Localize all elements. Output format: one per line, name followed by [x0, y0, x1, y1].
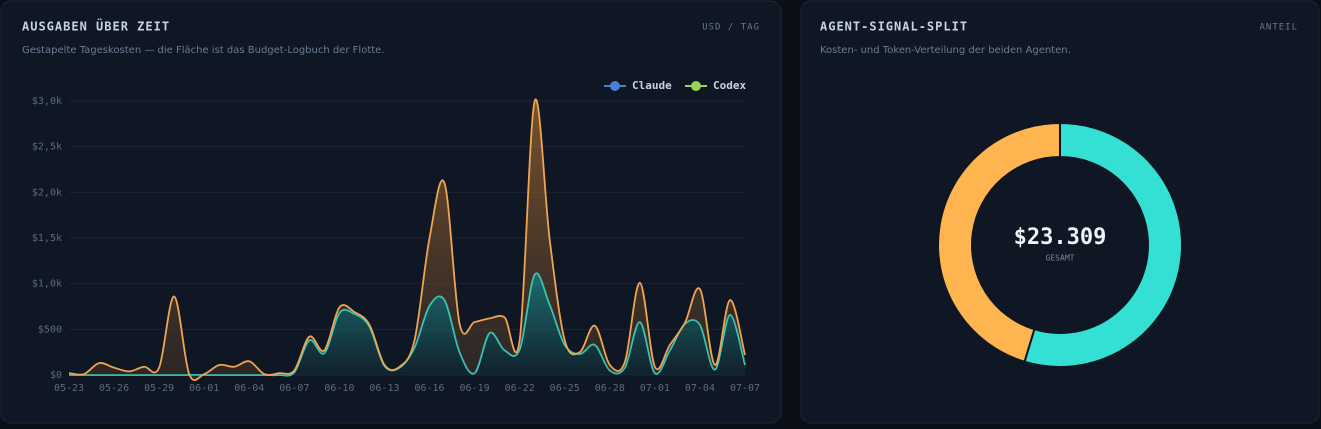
donut-caption: GESAMT — [1046, 254, 1075, 263]
x-tick-label: 07-07 — [730, 383, 760, 394]
y-tick-label: $1,0k — [32, 279, 62, 290]
y-tick-label: $1,5k — [32, 233, 62, 244]
area — [69, 273, 745, 376]
legend-dot — [610, 81, 620, 91]
x-tick-label: 06-04 — [234, 383, 264, 394]
legend-label: Claude — [632, 79, 672, 92]
y-tick-label: $3,0k — [32, 96, 62, 107]
panel-subtitle: Gestapelte Tageskosten — die Fläche ist … — [22, 45, 385, 56]
x-tick-label: 06-25 — [550, 383, 580, 394]
y-tick-label: $500 — [38, 324, 62, 335]
panel — [800, 0, 1320, 424]
panel-badge: ANTEIL — [1259, 23, 1298, 33]
panel-title: AGENT-SIGNAL-SPLIT — [820, 20, 968, 34]
panel-subtitle: Kosten- und Token-Verteilung der beiden … — [820, 45, 1071, 56]
panel — [0, 0, 782, 424]
x-tick-label: 07-04 — [685, 383, 715, 394]
y-tick-label: $2,0k — [32, 187, 62, 198]
x-tick-label: 06-10 — [324, 383, 354, 394]
donut-total: $23.309 — [1014, 225, 1107, 250]
line — [68, 98, 746, 382]
legend-label: Codex — [713, 79, 746, 92]
x-tick-label: 06-19 — [460, 383, 490, 394]
panel-title: AUSGABEN ÜBER ZEIT — [22, 19, 170, 34]
donut-segment — [1023, 121, 1183, 368]
x-tick-label: 05-23 — [54, 383, 84, 394]
x-tick-label: 06-28 — [595, 383, 625, 394]
panel-badge: USD / TAG — [702, 23, 760, 33]
x-tick-label: 05-26 — [99, 383, 129, 394]
x-tick-label: 06-16 — [414, 383, 444, 394]
legend-dot — [691, 81, 701, 91]
x-tick-label: 06-01 — [189, 383, 219, 394]
x-tick-label: 06-22 — [505, 383, 535, 394]
x-tick-label: 05-29 — [144, 383, 174, 394]
x-tick-label: 06-07 — [279, 383, 309, 394]
x-tick-label: 07-01 — [640, 383, 670, 394]
x-tick-label: 06-13 — [369, 383, 399, 394]
y-tick-label: $2,5k — [32, 142, 62, 153]
y-tick-label: $0 — [50, 370, 62, 381]
donut-segment — [936, 121, 1061, 363]
